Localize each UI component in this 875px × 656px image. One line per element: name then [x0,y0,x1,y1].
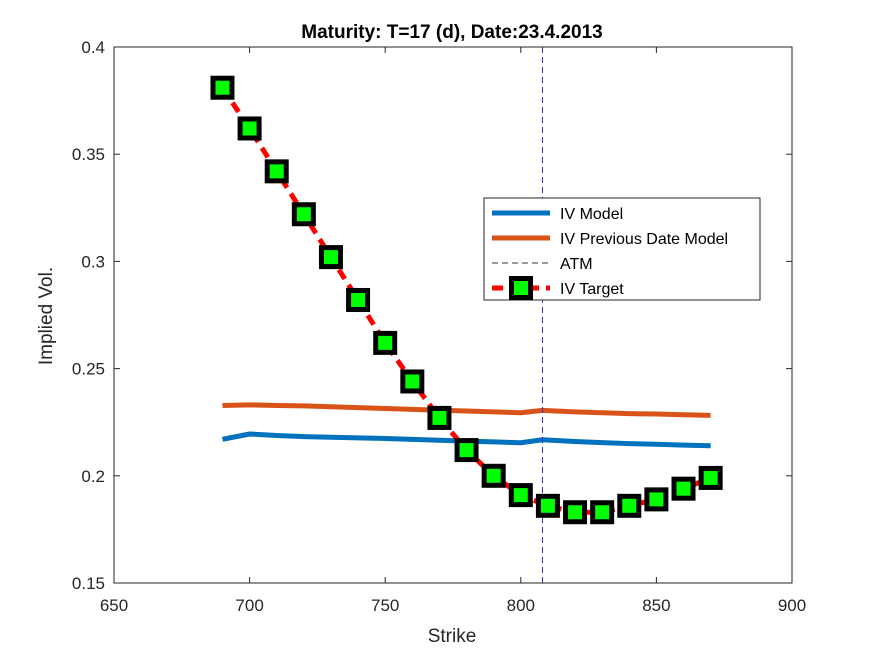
series-line-iv-previous-date-model [222,402,711,418]
x-tick-label: 850 [642,596,670,615]
y-axis-label: Implied Vol. [36,267,57,365]
legend: IV Model IV Previous Date Model ATM IV Targ… [483,197,761,301]
legend-label: IV Target [560,281,624,298]
y-tick-label: 0.2 [81,467,105,486]
legend-label: ATM [560,256,593,273]
x-axis-label: Strike [428,626,477,647]
iv-target-marker [590,500,615,525]
iv-target-marker [318,245,343,270]
iv-target-marker [671,476,696,501]
legend-label: IV Previous Date Model [560,231,728,248]
iv-target-marker [427,405,452,430]
iv-target-marker [644,487,669,512]
axes-box [113,46,793,584]
iv-target-marker [698,465,723,490]
series-layer [210,47,723,583]
y-tick-label: 0.15 [72,574,105,593]
plot-area [114,47,792,583]
iv-target-marker [237,116,262,141]
x-tick-label: 750 [371,596,399,615]
iv-target-marker [617,493,642,518]
iv-target-marker [291,202,316,227]
x-tick-label: 800 [507,596,535,615]
chart-title: Maturity: T=17 (d), Date:23.4.2013 [301,22,602,43]
iv-target-marker [210,75,235,100]
y-tick-label: 0.25 [72,360,105,379]
ticks-layer: 650 700 750 800 850 900 0.15 0.2 0.25 0.3 0.35 0.4 [72,38,806,615]
iv-target-marker [400,369,425,394]
y-tick-label: 0.4 [81,38,105,57]
y-tick-label: 0.35 [72,145,105,164]
iv-target-marker [346,287,371,312]
iv-target-marker [373,330,398,355]
legend-label: IV Model [560,206,623,223]
iv-target-marker [563,500,588,525]
iv-target-marker [535,493,560,518]
x-tick-label: 700 [235,596,263,615]
x-tick-label: 900 [778,596,806,615]
iv-target-marker [481,463,506,488]
iv-target-marker [508,483,533,508]
iv-target-marker [264,159,289,184]
iv-target-marker [454,438,479,463]
y-tick-label: 0.3 [81,252,105,271]
x-tick-label: 650 [100,596,128,615]
legend-marker [509,276,533,300]
